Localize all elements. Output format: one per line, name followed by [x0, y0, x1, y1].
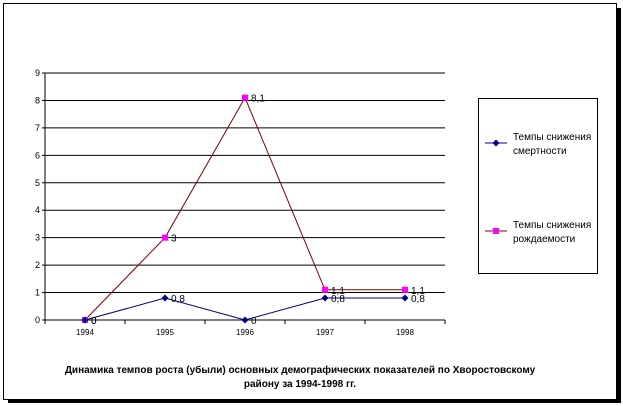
series-0-data-label-3: 0,8	[331, 294, 345, 305]
x-tick-label-1995: 1995	[156, 328, 174, 337]
x-tick-label-1994: 1994	[76, 328, 94, 337]
series-0-point-3	[321, 294, 329, 302]
series-1-data-label-4: 1,1	[411, 286, 425, 297]
x-tick-label-1998: 1998	[396, 328, 414, 337]
series-0-point-2	[241, 316, 249, 324]
series-1-point-4	[402, 286, 408, 293]
series-0-point-1	[161, 294, 169, 302]
legend-swatch-birthrate	[485, 228, 507, 234]
y-tick-label-7: 7	[35, 123, 40, 133]
y-tick-label-3: 3	[35, 233, 40, 243]
series-0-data-label-2: 0	[251, 316, 257, 327]
frame-shadow-right	[617, 8, 621, 401]
series-0-point-4	[401, 294, 409, 302]
series-0-data-label-4: 0,8	[411, 294, 425, 305]
chart-legend: Темпы снижения смертности Темпы снижения…	[478, 98, 598, 274]
y-tick-label-9: 9	[35, 68, 40, 78]
series-1-data-label-0: 0	[91, 316, 97, 327]
series-1-data-label-3: 1,1	[331, 286, 345, 297]
series-line-1	[84, 96, 405, 321]
series-1-data-label-2: 8,1	[251, 94, 265, 105]
y-tick-label-4: 4	[35, 205, 40, 215]
y-tick-label-6: 6	[35, 150, 40, 160]
series-1-point-1	[162, 234, 168, 241]
series-1-point-3	[322, 286, 328, 293]
series-1-data-label-1: 3	[171, 234, 177, 245]
y-tick-label-1: 1	[35, 288, 40, 298]
frame-shadow-bottom	[8, 399, 621, 403]
legend-swatch-mortality	[485, 139, 507, 147]
series-0-data-label-0: 0	[91, 316, 97, 327]
legend-label-mortality: Темпы снижения смертности	[513, 132, 592, 157]
y-tick-label-2: 2	[35, 260, 40, 270]
series-0-data-label-1: 0,8	[171, 294, 185, 305]
legend-label-birthrate: Темпы снижения рождаемости	[513, 220, 592, 245]
series-1-point-2	[242, 94, 248, 101]
y-tick-label-8: 8	[35, 95, 40, 105]
x-tick-label-1996: 1996	[236, 328, 254, 337]
series-0-point-0	[81, 316, 89, 324]
chart-caption: Динамика темпов роста (убыли) основных д…	[64, 365, 536, 390]
y-tick-label-0: 0	[35, 315, 40, 325]
x-tick-label-1997: 1997	[316, 328, 334, 337]
y-tick-label-5: 5	[35, 178, 40, 188]
